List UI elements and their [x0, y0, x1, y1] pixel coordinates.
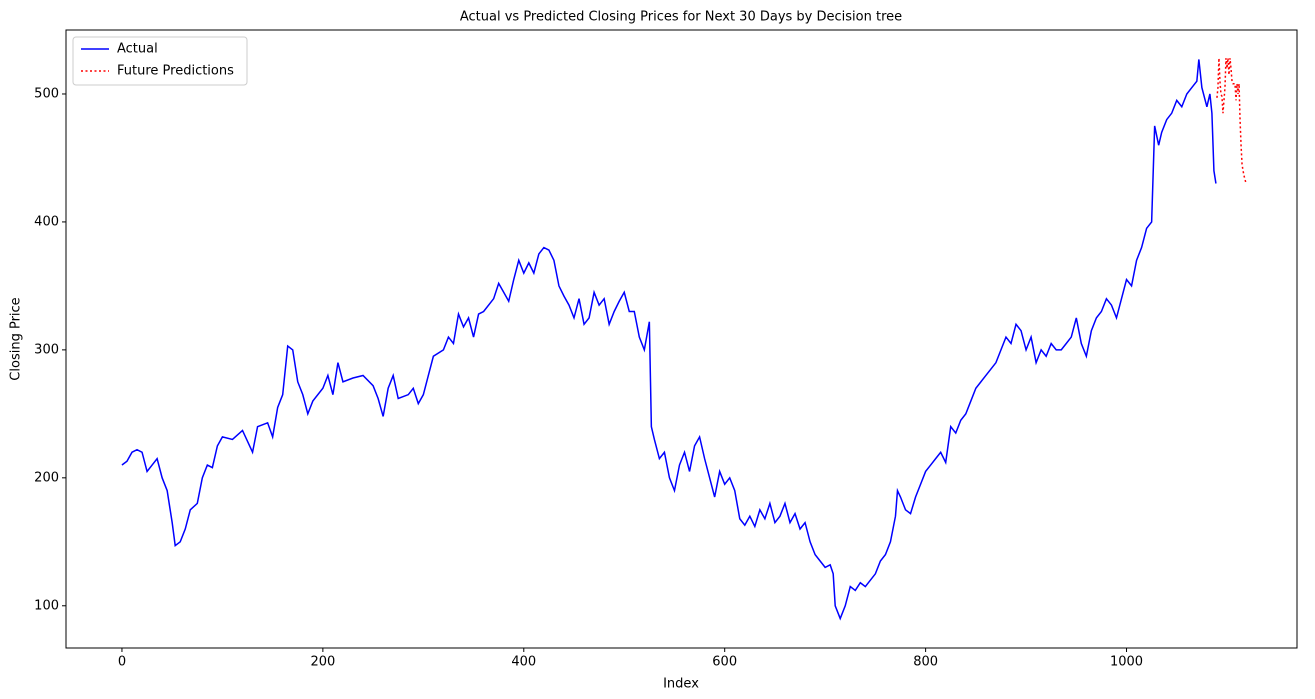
x-tick-label: 200 [310, 655, 335, 670]
y-tick-label: 300 [34, 342, 59, 357]
series-line [121, 59, 1217, 621]
legend-label: Actual [117, 42, 158, 57]
legend-box [72, 36, 248, 86]
legend-label: Future Predictions [117, 64, 234, 79]
y-tick-label: 200 [34, 470, 59, 485]
x-tick-label: 1000 [1110, 655, 1143, 670]
x-tick-label: 600 [712, 655, 737, 670]
x-axis-label: Index [663, 677, 699, 692]
chart-title: Actual vs Predicted Closing Prices for N… [460, 10, 902, 25]
x-tick-label: 800 [913, 655, 938, 670]
series-line [1216, 58, 1247, 184]
plot-frame [65, 29, 1298, 649]
y-tick-label: 500 [34, 86, 59, 101]
y-tick-label: 400 [34, 214, 59, 229]
y-tick-label: 100 [34, 598, 59, 613]
y-axis-label: Closing Price [9, 297, 24, 380]
x-tick-label: 0 [118, 655, 126, 670]
x-tick-label: 400 [511, 655, 536, 670]
